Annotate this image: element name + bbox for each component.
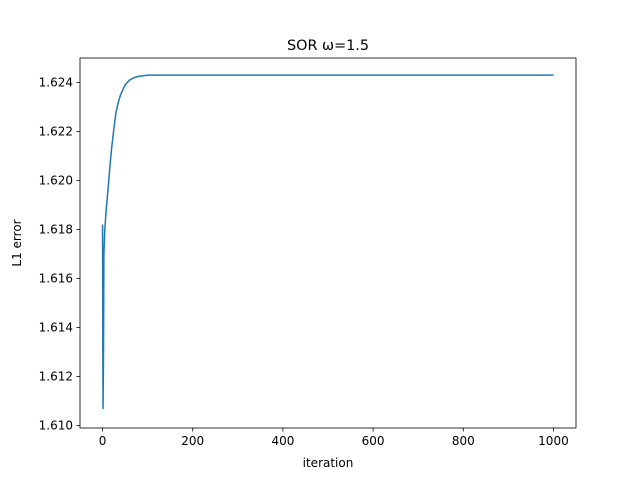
x-tick-label: 800 [452, 434, 475, 448]
y-tick-label: 1.610 [39, 419, 73, 433]
x-tick-label: 0 [99, 434, 107, 448]
plot-area [80, 58, 576, 428]
y-tick-label: 1.614 [39, 321, 73, 335]
x-axis-ticks: 0 200 400 600 800 1000 [99, 428, 569, 448]
y-tick-label: 1.622 [39, 125, 73, 139]
y-tick-label: 1.620 [39, 174, 73, 188]
y-tick-label: 1.624 [39, 76, 73, 90]
plot-frame [79, 57, 577, 429]
series-line-0 [101, 74, 554, 410]
x-tick-label: 400 [271, 434, 294, 448]
x-axis-label: iteration [303, 456, 354, 470]
y-tick-label: 1.612 [39, 370, 73, 384]
x-tick-label: 200 [181, 434, 204, 448]
y-axis-ticks: 1.610 1.612 1.614 1.616 1.618 1.620 1.622 1.624 [39, 76, 80, 433]
chart-title: SOR ω=1.5 [287, 38, 369, 54]
series-layer [101, 74, 554, 410]
y-tick-label: 1.616 [39, 272, 73, 286]
x-tick-label: 600 [362, 434, 385, 448]
y-tick-label: 1.618 [39, 223, 73, 237]
y-axis-label: L1 error [10, 219, 24, 266]
x-tick-label: 1000 [538, 434, 569, 448]
